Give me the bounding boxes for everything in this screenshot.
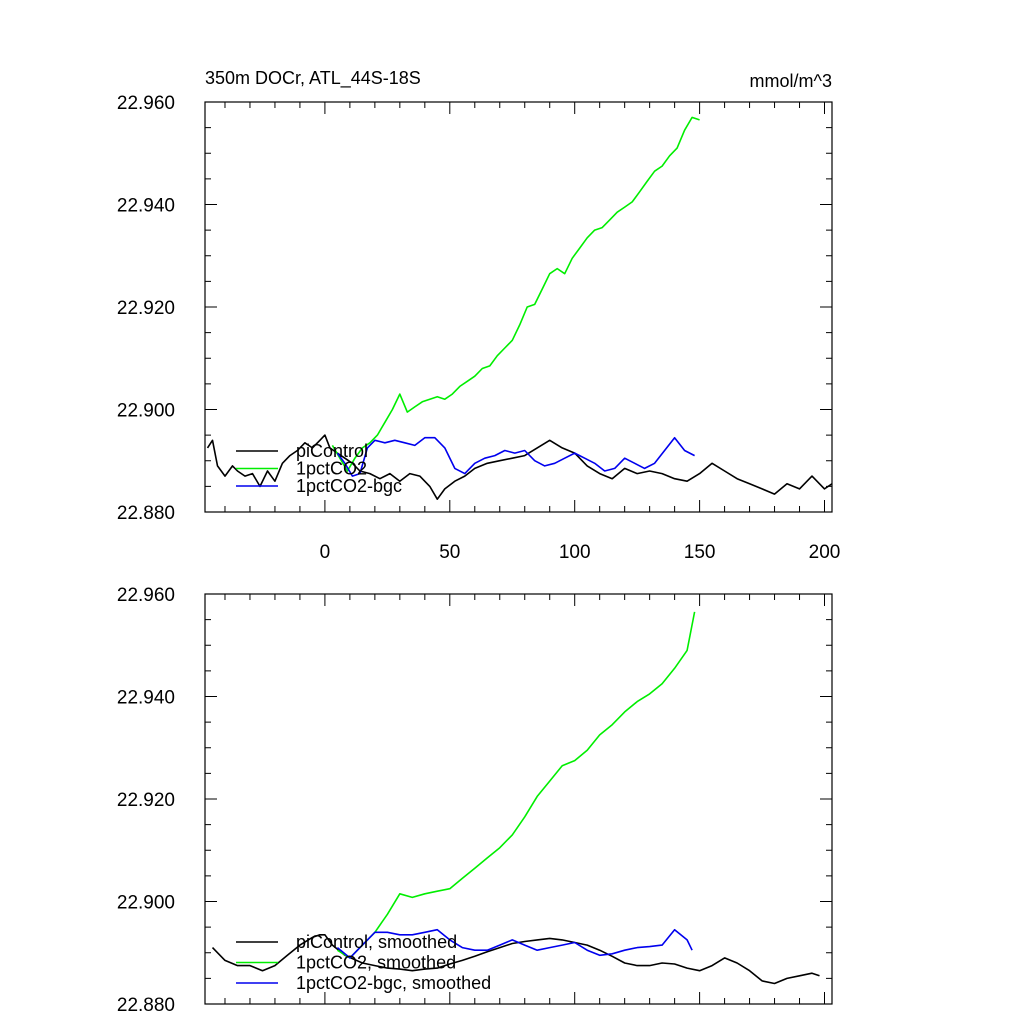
y-tick-label: 22.900 [117,401,175,422]
y-tick-label: 22.880 [117,503,175,524]
legend-label: 1pctCO2-bgc, smoothed [296,973,491,993]
y-tick-label: 22.960 [117,93,175,114]
plot-area [206,116,832,501]
legend-label: piControl, smoothed [296,932,457,952]
series-line [336,928,693,959]
units-label: mmol/m^3 [750,71,832,91]
bottom-panel: 22.880 22.900 22.920 22.940 22.960 piControl,… [117,585,833,1016]
legend-label: piControl [296,441,368,461]
x-tick-label: 0 [320,542,331,563]
y-tick-label: 22.940 [117,688,175,709]
series-line [206,434,832,501]
x-tick-label: 100 [559,542,591,563]
legend-label: 1pctCO2 [296,459,367,479]
series-line [336,611,696,959]
y-tick-label: 22.920 [117,790,175,811]
series-line [336,436,695,477]
chart-title: 350m DOCr, ATL_44S-18S [205,68,421,89]
y-tick-label: 22.920 [117,298,175,319]
legend-label: 1pctCO2-bgc [296,476,402,496]
x-tick-label: 200 [809,542,841,563]
legend-label: 1pctCO2, smoothed [296,953,456,973]
top-panel: 22.880 22.900 22.920 22.940 22.960 0 50 100 150 2… [117,93,840,563]
y-tick-label: 22.900 [117,893,175,914]
series-line [331,116,700,472]
y-tick-label: 22.940 [117,196,175,217]
x-tick-label: 50 [439,542,460,563]
series-line [211,933,820,985]
y-tick-label: 22.880 [117,995,175,1016]
y-tick-label: 22.960 [117,585,175,606]
x-tick-label: 150 [684,542,716,563]
plot-area [211,611,820,985]
